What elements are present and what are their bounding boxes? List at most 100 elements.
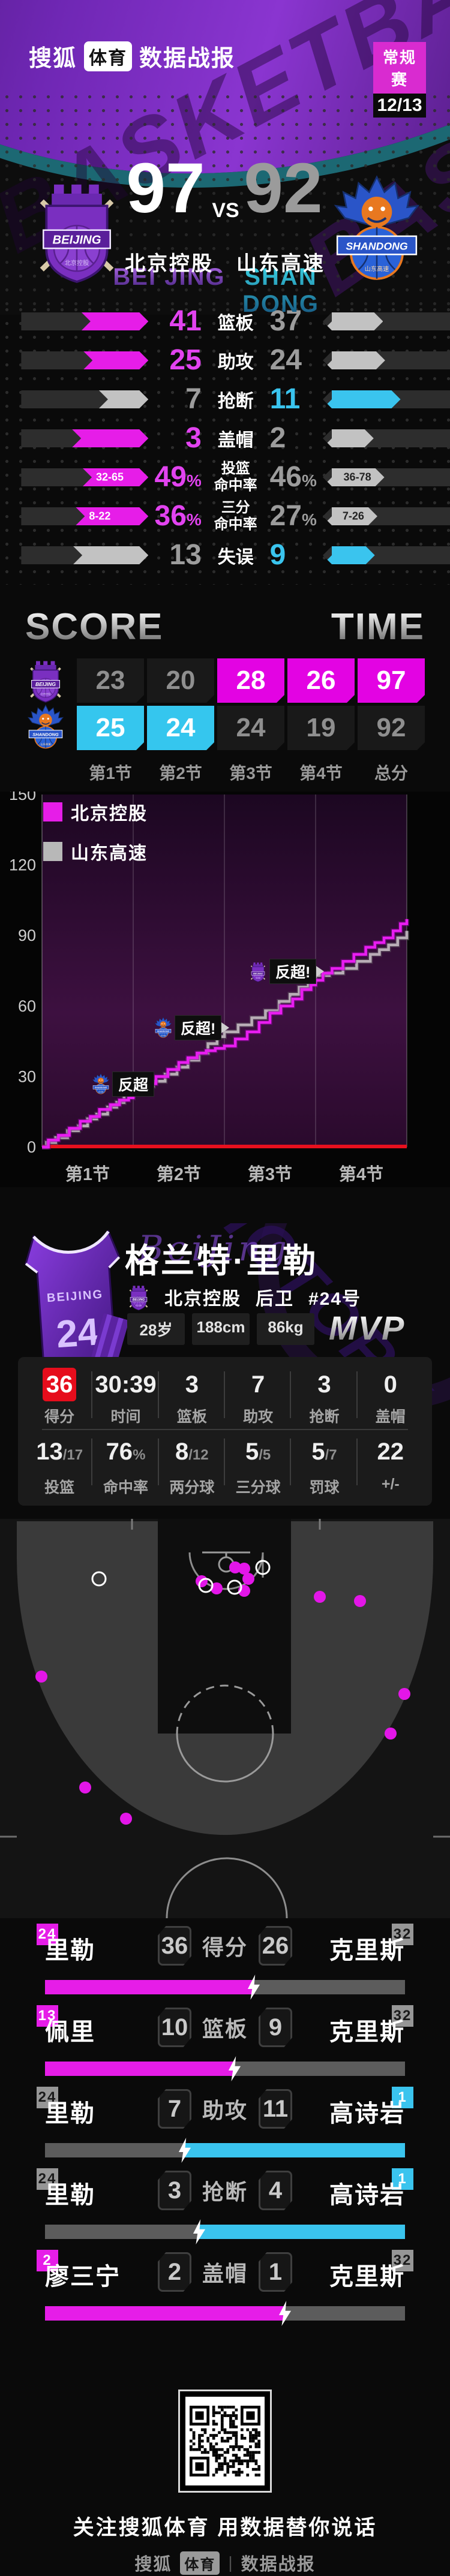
duel-stat-label: 抢断 <box>202 2180 248 2204</box>
away-team-name: 山东高速 <box>236 252 325 275</box>
home-stat-bar <box>21 312 148 330</box>
mvp-award-label: MVP <box>329 1309 406 1347</box>
mvp-stat-label: 助攻 <box>243 1409 274 1425</box>
beijing-logo: BEIJING 北京控股 <box>127 1282 150 1312</box>
duel-away-player: 1 高诗岩 <box>329 2168 413 2210</box>
svg-text:山东高速: 山东高速 <box>365 265 389 273</box>
team-stat-row: 25 助攻 24 <box>0 342 450 379</box>
quarter-score-cell: 92 <box>358 706 425 750</box>
mvp-stat-label: 命中率 <box>103 1479 148 1496</box>
svg-text:BEIJING: BEIJING <box>133 1298 145 1302</box>
bio-chip: 86kg <box>257 1313 314 1345</box>
duel-row: 24 里勒 7 助攻 11 1 高诗岩 <box>0 2087 450 2169</box>
duel-away-player: 1 高诗岩 <box>329 2087 413 2129</box>
home-stat-bar: 32-65 <box>21 468 148 486</box>
quarter-score-cell: 24 <box>147 706 214 750</box>
made-shot-dot <box>238 1563 250 1575</box>
player-number-badge: 1 <box>392 2168 413 2190</box>
duel-bar <box>45 1975 405 2000</box>
mvp-position: 后卫 <box>256 1289 294 1309</box>
duel-home-player: 2 廖三宁 <box>37 2250 121 2292</box>
beijing-logo: BEIJING 北京控股 <box>249 959 267 983</box>
mvp-stat-label: 时间 <box>110 1409 141 1425</box>
svg-text:第1节: 第1节 <box>65 1164 110 1184</box>
mvp-stats-row-2: 13/17 投篮 76% 命中率 8/12 两分球 5/5 三分球 5/7 罚球… <box>26 1435 424 1497</box>
away-team-latin: SHAN DONG <box>209 264 353 315</box>
duel-away-player: 32 克里斯 <box>329 2250 413 2292</box>
svg-text:SHANDONG: SHANDONG <box>32 732 59 737</box>
made-shot-dot <box>398 1688 410 1700</box>
quarter-score-row: SHANDONG 山东高速 25 24 24 19 92 <box>0 705 450 750</box>
duel-away-value: 9 <box>259 2008 292 2047</box>
mvp-stat-label: 三分球 <box>235 1479 281 1496</box>
quarter-label: 第1节 <box>89 764 132 783</box>
game-date: 12/13 <box>373 94 426 118</box>
away-stat-value: 37 <box>269 305 302 337</box>
duel-away-value: 26 <box>259 1926 292 1966</box>
mvp-bio-chips: 28岁 188cm 86kg <box>127 1313 314 1345</box>
duel-home-value: 10 <box>157 2008 191 2047</box>
duel-stat-label: 得分 <box>202 1935 248 1960</box>
legend-label: 山东高速 <box>71 844 148 863</box>
points-highlight-box: 36 <box>43 1368 77 1401</box>
mvp-stat: 8/12 两分球 <box>159 1435 226 1497</box>
home-team-name: 北京控股 <box>125 252 214 275</box>
time-title: TIME <box>331 606 425 648</box>
hero-section: BASKETBALL BASKETBALL 搜狐 体育 数据战报 常规赛 12/… <box>0 0 450 315</box>
stat-label: 三分 命中率 <box>214 499 257 532</box>
mvp-stat-label: 篮板 <box>176 1409 207 1425</box>
qr-caption: 关注搜狐体育 用数据替你说话 <box>73 2516 377 2539</box>
quarter-score-cell: 25 <box>77 706 144 750</box>
player-duel-section: 24 里勒 36 得分 26 32 克里斯 13 佩里 10 篮板 9 32 克里斯 2… <box>0 1924 450 2384</box>
mvp-section: VICTORY BEIJING 24 BeiJing 格兰特·里勒 BEIJIN… <box>0 1223 450 1520</box>
duel-home-player: 24 里勒 <box>37 1924 95 1966</box>
svg-text:0: 0 <box>27 1138 36 1156</box>
home-stat-value: 25 <box>169 344 202 376</box>
overtake-annotation: SHANDONG 山东高速 反超 <box>92 1072 155 1097</box>
home-score: 97 <box>126 149 205 228</box>
duel-row: 13 佩里 10 篮板 9 32 克里斯 <box>0 2005 450 2088</box>
team-stat-row: 32-65 49% 投篮 命中率 46% 36-78 <box>0 459 450 496</box>
made-shot-dot <box>314 1591 326 1603</box>
mvp-team: 北京控股 <box>164 1289 241 1309</box>
made-shot-dot <box>354 1595 366 1607</box>
player-number-badge: 13 <box>37 2005 58 2027</box>
player-number-badge: 1 <box>392 2087 413 2108</box>
svg-text:120: 120 <box>9 856 36 874</box>
missed-shot-dot <box>198 1578 214 1593</box>
mvp-stats-row-1: 36 得分 30:39 时间 3 篮板 7 助攻 3 抢断 0 盖帽 <box>26 1368 424 1427</box>
mvp-stat: 3 抢断 <box>291 1368 358 1427</box>
qr-code <box>178 2390 272 2493</box>
away-stat-value: 27% <box>269 500 317 532</box>
team-stat-row: 8-22 36% 三分 命中率 27% 7-26 <box>0 498 450 535</box>
mvp-team-row: BEIJING 北京控股 北京控股 后卫 #24号 <box>127 1282 361 1312</box>
duel-stat-label: 盖帽 <box>202 2261 248 2286</box>
home-stat-bar: 8-22 <box>21 507 148 525</box>
svg-text:24: 24 <box>55 1310 100 1356</box>
mvp-stat: 76% 命中率 <box>92 1435 159 1497</box>
home-stat-value: 3 <box>185 422 202 454</box>
duel-home-value: 7 <box>157 2089 191 2129</box>
player-number-badge: 24 <box>37 2168 58 2190</box>
beijing-logo: BEIJING 北京控股 <box>31 168 122 291</box>
svg-text:SHANDONG: SHANDONG <box>95 1087 107 1089</box>
duel-row: 2 廖三宁 2 盖帽 1 32 克里斯 <box>0 2250 450 2333</box>
sohu-logo: 搜狐 <box>134 2555 172 2574</box>
made-shot-dot <box>120 1813 132 1825</box>
mvp-stat-label: 盖帽 <box>375 1409 406 1425</box>
away-stat-bar <box>323 312 450 330</box>
annotation-label: 反超! <box>175 1015 222 1040</box>
mvp-stat: 5/7 罚球 <box>291 1435 358 1497</box>
stat-label: 盖帽 <box>217 431 254 450</box>
team-stat-row: 41 篮板 37 <box>0 303 450 340</box>
player-number-badge: 24 <box>37 2087 58 2108</box>
home-stat-detail: 8-22 <box>89 510 111 522</box>
duel-away-player: 32 克里斯 <box>329 2005 413 2047</box>
beijing-logo: BEIJING 北京控股 <box>26 655 65 705</box>
bio-chip: 188cm <box>192 1313 250 1345</box>
away-stat-bar: 36-78 <box>323 468 450 486</box>
team-stat-row: 13 失误 9 <box>0 537 450 574</box>
duel-home-player: 13 佩里 <box>37 2005 95 2047</box>
away-score: 92 <box>244 149 323 228</box>
